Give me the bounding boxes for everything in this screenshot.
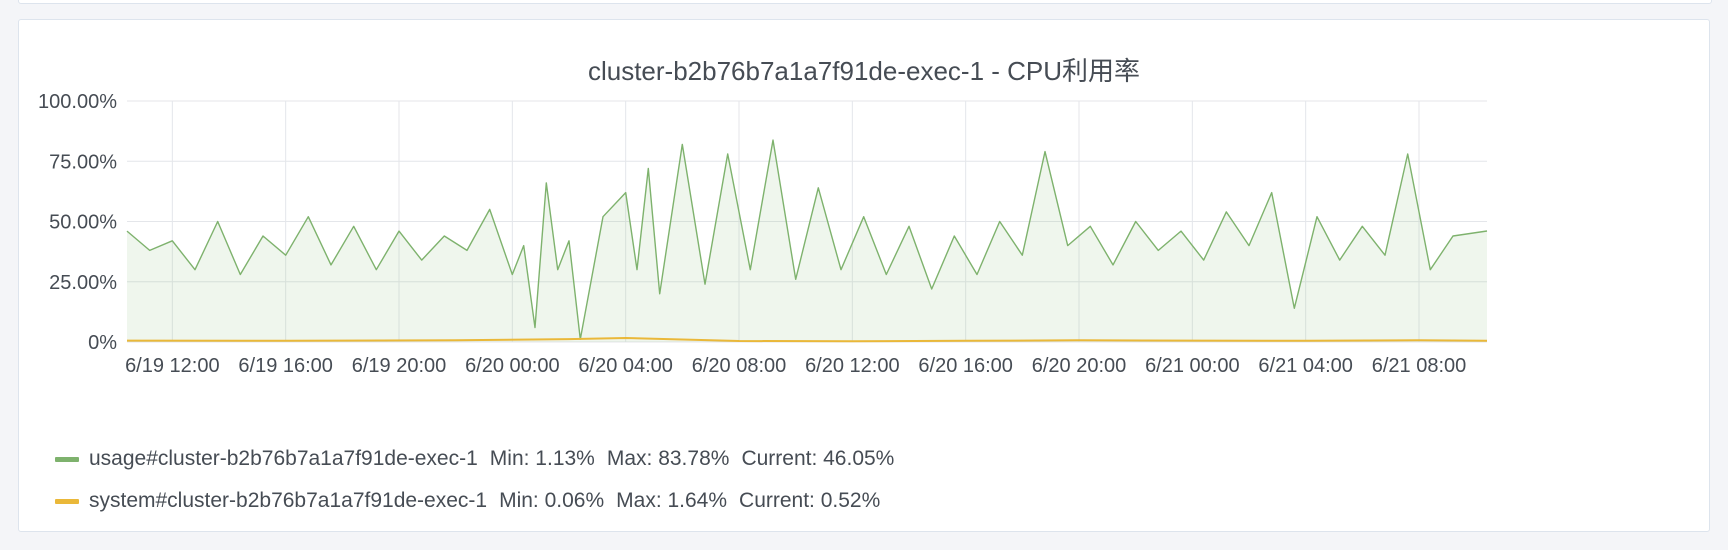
x-tick-label: 6/21 04:00 xyxy=(1258,355,1353,377)
legend-current: Current: 46.05% xyxy=(741,447,895,470)
cpu-usage-chart: 0%25.00%50.00%75.00%100.00% 6/19 12:00 6/… xyxy=(38,91,1488,377)
chart-grid xyxy=(127,100,1487,343)
legend-min: Min: 0.06% xyxy=(499,489,605,512)
x-tick-label: 6/19 16:00 xyxy=(238,355,333,377)
x-tick-label: 6/20 08:00 xyxy=(692,355,787,377)
legend-item-usage[interactable]: usage#cluster-b2b76b7a1a7f91de-exec-1 Mi… xyxy=(55,438,906,480)
cpu-usage-panel: cluster-b2b76b7a1a7f91de-exec-1 - CPU利用率… xyxy=(18,19,1710,532)
legend-max: Max: 83.78% xyxy=(606,447,730,470)
y-tick-label: 100.00% xyxy=(38,91,117,113)
chart-legend: usage#cluster-b2b76b7a1a7f91de-exec-1 Mi… xyxy=(55,438,906,522)
system-series-swatch[interactable] xyxy=(55,498,79,504)
legend-item-system[interactable]: system#cluster-b2b76b7a1a7f91de-exec-1 M… xyxy=(55,480,906,522)
y-tick-label: 25.00% xyxy=(49,272,117,294)
x-tick-label: 6/21 08:00 xyxy=(1372,355,1467,377)
legend-min: Min: 1.13% xyxy=(489,447,595,470)
panel-title[interactable]: cluster-b2b76b7a1a7f91de-exec-1 - CPU利用率 xyxy=(587,56,1141,86)
x-tick-label: 6/20 20:00 xyxy=(1032,355,1127,377)
usage-series-line xyxy=(126,139,1488,340)
x-axis-ticks: 6/19 12:00 6/19 16:00 6/19 20:00 6/20 00:00… xyxy=(125,355,1466,377)
legend-max: Max: 1.64% xyxy=(616,489,728,512)
x-tick-label: 6/21 00:00 xyxy=(1145,355,1240,377)
x-tick-label: 6/20 12:00 xyxy=(805,355,900,377)
usage-series-swatch[interactable] xyxy=(55,456,79,462)
y-tick-label: 50.00% xyxy=(49,212,117,234)
x-tick-label: 6/19 12:00 xyxy=(125,355,220,377)
x-tick-label: 6/20 16:00 xyxy=(918,355,1013,377)
chart-series[interactable] xyxy=(126,139,1488,343)
x-tick-label: 6/19 20:00 xyxy=(352,355,447,377)
x-tick-label: 6/20 04:00 xyxy=(578,355,673,377)
y-axis-ticks: 0% 25.00% 50.00% 75.00% 100.00% xyxy=(38,91,117,354)
y-tick-label: 0% xyxy=(88,332,117,354)
legend-series-name[interactable]: system#cluster-b2b76b7a1a7f91de-exec-1 xyxy=(89,489,488,512)
usage-series-area xyxy=(127,140,1487,342)
legend-series-name[interactable]: usage#cluster-b2b76b7a1a7f91de-exec-1 xyxy=(89,447,478,470)
y-tick-label: 75.00% xyxy=(49,151,117,173)
system-series-line xyxy=(126,337,1488,343)
legend-current: Current: 0.52% xyxy=(739,489,881,512)
x-tick-label: 6/20 00:00 xyxy=(465,355,560,377)
previous-panel-edge xyxy=(18,0,1712,4)
